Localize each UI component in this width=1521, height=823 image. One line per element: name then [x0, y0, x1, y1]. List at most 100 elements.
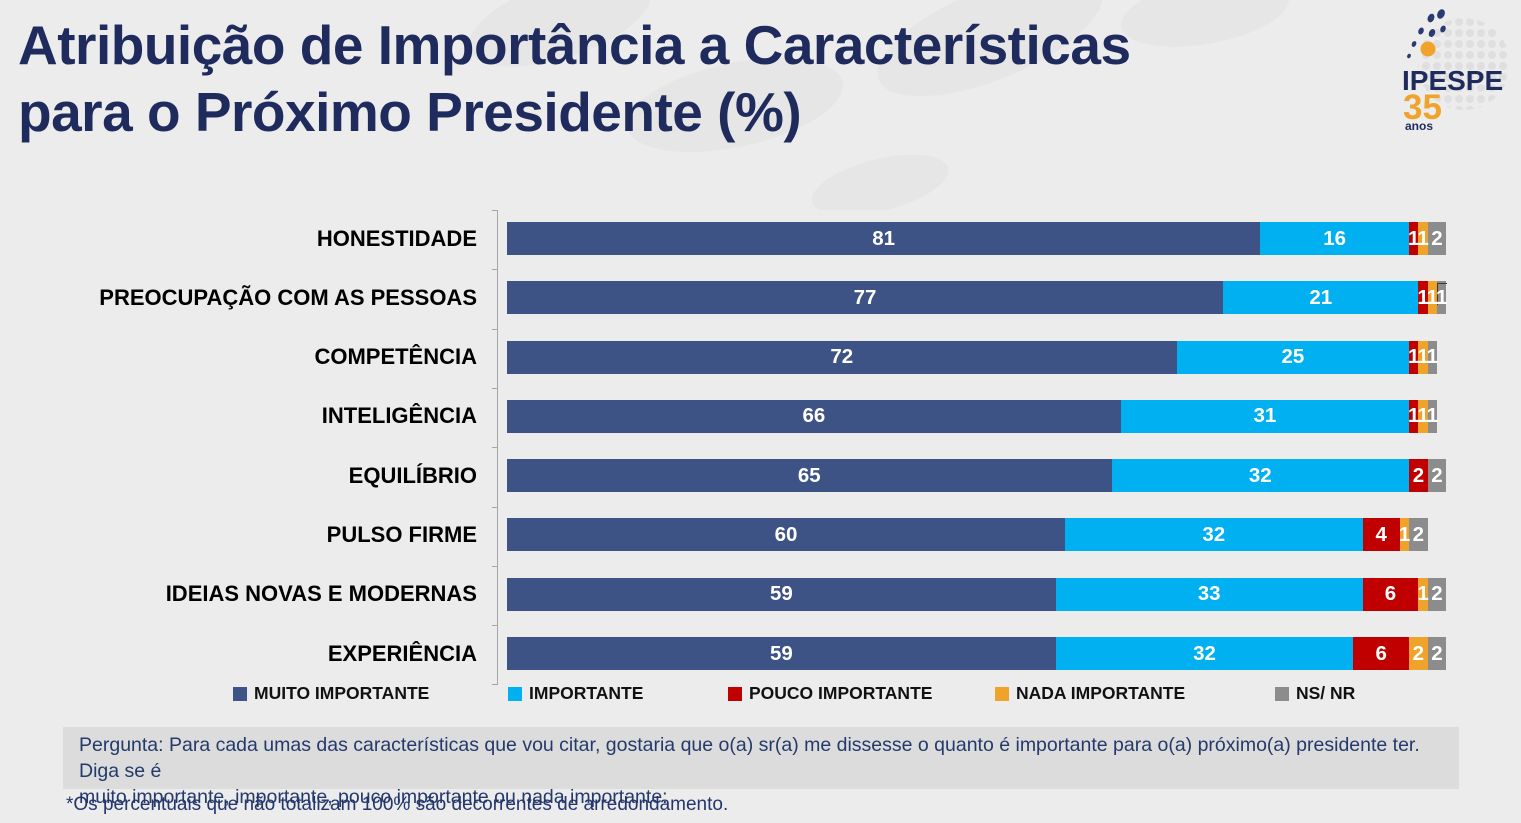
bar-value-label: 1: [1417, 582, 1429, 606]
bar-value-label: 60: [774, 522, 798, 546]
bar-segment: 2: [1427, 459, 1447, 493]
bar-value-label: 2: [1412, 463, 1425, 487]
bar-value-label: 2: [1431, 463, 1443, 487]
bar-segment: 31: [1120, 399, 1410, 433]
bar-segment: 81: [507, 222, 1261, 255]
bar-segment: 1: [1427, 281, 1438, 315]
category-label: EXPERIÊNCIA: [327, 640, 477, 666]
axis-tick: [492, 269, 498, 271]
chart-rows: HONESTIDADE 81 16 1 1 2 PREOCUPAÇÃO COM AS PES…: [0, 222, 1521, 671]
bar-segment: 59: [507, 577, 1056, 611]
bar-value-label: 1: [1417, 226, 1429, 250]
legend-label: POUCO IMPORTANTE: [749, 683, 933, 703]
category-label: INTELIGÊNCIA: [321, 403, 477, 429]
legend-swatch: [233, 686, 247, 701]
bar-segment: 66: [507, 399, 1121, 433]
bar-value-label: 59: [769, 641, 793, 665]
bar-value-label: 72: [830, 345, 854, 369]
bar-value-label: 1: [1426, 345, 1439, 369]
bar-track: 81 16 1 1 2: [507, 222, 1447, 255]
bar-segment: 32: [1055, 637, 1354, 671]
category-label: IDEIAS NOVAS E MODERNAS: [165, 581, 477, 607]
bar-value-label: 31: [1253, 404, 1277, 428]
chart-row: HONESTIDADE 81 16 1 1 2: [0, 222, 1521, 255]
category-label: COMPETÊNCIA: [314, 344, 477, 370]
legend-item: NS/ NR: [1275, 683, 1355, 704]
bar-segment: 32: [1111, 459, 1410, 493]
bar-segment: 65: [507, 459, 1112, 493]
bar-track: 66 31 1 1 1: [507, 399, 1439, 433]
legend-swatch: [1275, 686, 1289, 701]
bar-value-label: 32: [1248, 463, 1272, 487]
bar-value-label: 1: [1417, 404, 1429, 428]
chart-row: EQUILÍBRIO 65 32 2 2: [0, 459, 1521, 493]
page-title: Atribuição de Importância a Característi…: [18, 12, 1131, 146]
bar-value-label: 4: [1375, 522, 1387, 546]
category-label: PREOCUPAÇÃO COM AS PESSOAS: [99, 284, 477, 310]
bar-segment: 2: [1409, 637, 1428, 671]
chart-row: COMPETÊNCIA 72 25 1 1 1: [0, 340, 1521, 374]
bar-segment: 60: [507, 518, 1065, 552]
bar-segment: 2: [1427, 577, 1447, 611]
axis-tick: [492, 625, 498, 627]
legend-label: MUITO IMPORTANTE: [254, 683, 430, 703]
logo-wordmark: IPESPE: [1402, 65, 1503, 96]
page-title-line1: Atribuição de Importância a Característi…: [18, 14, 1131, 76]
bar-value-label: 2: [1412, 522, 1425, 546]
bar-track: 59 33 6 1 2: [507, 577, 1447, 611]
bar-value-label: 77: [853, 285, 877, 309]
bar-segment: 1: [1408, 399, 1419, 433]
bar-segment: 4: [1362, 518, 1400, 552]
chart-row: EXPERIÊNCIA 59 32 6 2 2: [0, 637, 1521, 671]
bar-segment: 2: [1427, 222, 1447, 255]
bar-value-label: 1: [1435, 285, 1448, 309]
bar-segment: 1: [1417, 222, 1429, 255]
category-label: PULSO FIRME: [326, 521, 477, 547]
bar-track: 65 32 2 2: [507, 459, 1447, 493]
legend-swatch: [728, 686, 742, 701]
chart-row: PULSO FIRME 60 32 4 1 2: [0, 518, 1521, 552]
bar-segment: 25: [1176, 340, 1410, 374]
bar-value-label: 32: [1202, 522, 1226, 546]
logo-years: 35: [1403, 88, 1442, 127]
legend-label: NADA IMPORTANTE: [1016, 683, 1186, 703]
bar-segment: 1: [1417, 577, 1429, 611]
bar-value-label: 1: [1426, 404, 1439, 428]
bar-segment: 2: [1409, 459, 1428, 493]
bar-value-label: 81: [872, 226, 896, 250]
legend-item: POUCO IMPORTANTE: [728, 683, 932, 704]
bar-segment: 1: [1417, 281, 1429, 315]
bar-track: 60 32 4 1 2: [507, 518, 1428, 552]
ipespe-logo: IPESPE 35 anos: [1388, 6, 1514, 133]
chart-row: PREOCUPAÇÃO COM AS PESSOAS 77 21 1 1 1: [0, 281, 1521, 315]
bar-segment: 6: [1362, 577, 1419, 611]
logo-globe-icon: IPESPE 35 anos: [1402, 9, 1510, 133]
axis-tick: [492, 565, 498, 567]
bar-value-label: 16: [1323, 226, 1347, 250]
legend-item: NADA IMPORTANTE: [995, 683, 1185, 704]
bar-segment: 1: [1435, 281, 1448, 315]
bar-segment: 1: [1408, 340, 1419, 374]
bar-segment: 72: [507, 340, 1177, 374]
bar-value-label: 1: [1417, 345, 1429, 369]
bar-segment: 6: [1353, 637, 1410, 671]
bar-segment: 59: [507, 637, 1056, 671]
bar-segment: 77: [507, 281, 1224, 315]
chart-row: IDEIAS NOVAS E MODERNAS 59 33 6 1 2: [0, 577, 1521, 611]
question-line2: muito importante, importante, pouco impo…: [79, 786, 668, 808]
bar-value-label: 1: [1398, 522, 1411, 546]
bar-value-label: 1: [1417, 285, 1429, 309]
bar-value-label: 2: [1412, 641, 1425, 665]
bar-value-label: 33: [1197, 582, 1221, 606]
legend-item: MUITO IMPORTANTE: [233, 683, 429, 704]
bar-segment: 16: [1260, 222, 1410, 255]
bar-value-label: 2: [1431, 641, 1443, 665]
bar-value-label: 6: [1375, 641, 1387, 665]
category-label: EQUILÍBRIO: [348, 462, 477, 488]
legend-label: NS/ NR: [1296, 683, 1356, 703]
bar-value-label: 66: [802, 404, 826, 428]
footnote: *Os percentuais que não totalizam 100% s…: [66, 794, 729, 815]
background-decoration: [468, 0, 1289, 210]
bar-segment: 1: [1426, 399, 1439, 433]
